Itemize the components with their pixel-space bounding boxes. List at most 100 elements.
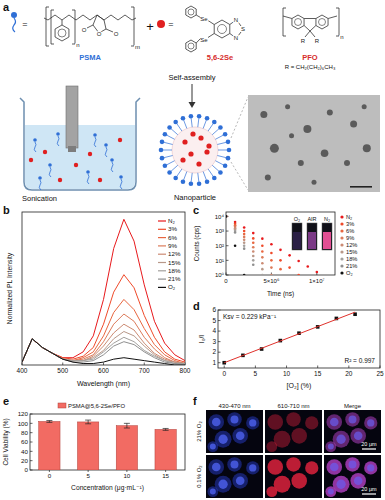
data-point [226,215,227,218]
legend-label: O₂ [346,270,353,276]
cell-blue [227,412,241,426]
shell-chain [171,129,178,135]
dye-dot [204,149,209,154]
data-point [226,215,227,218]
series-line [22,339,185,365]
cell-merge [325,441,336,452]
arrow-head [189,102,196,108]
shell-chain [203,172,206,180]
sonication-probe [66,86,78,148]
legend-swatch [340,229,343,232]
y-tick-label: 60 [21,438,28,445]
y-tick [218,310,221,311]
data-point [297,274,300,275]
series-line [22,314,185,364]
legend-swatch [158,237,166,238]
data-point [226,215,227,218]
legend-swatch [340,236,343,239]
x-tick-label: 700 [139,367,150,374]
shell-head [218,170,223,175]
atom-label: N [234,35,238,41]
process-label: Self-assembly [168,73,215,82]
shell-chain [208,124,213,131]
dye-dot [88,152,92,156]
plot-frame [22,212,185,365]
benzene-ring [55,25,69,41]
y-tick [218,341,221,342]
plot-area [226,215,318,275]
y-tick-label: 10⁰ [215,272,225,278]
tem-particle [270,144,279,153]
arrow-shaft [192,84,193,103]
data-point [270,243,273,246]
x-tick-label: 600 [98,367,109,374]
fluorene-ring [292,15,304,29]
error-bar [163,428,169,430]
atom-label: N [234,17,238,23]
y-tick-label: 5 [212,317,216,324]
dye-dot [180,157,185,162]
legend-label: 21% [346,263,357,269]
nucleus-blue [210,489,216,495]
shell-chain [164,156,173,158]
cell-merge [326,414,342,430]
micrograph [206,455,263,498]
shell-head [181,116,186,121]
x-tick [317,366,318,369]
polymer-chain [87,174,89,184]
dye-dot [29,158,33,162]
data-point [226,215,227,218]
y-axis-label: I₀/I [198,335,205,344]
shell-chain [215,135,223,139]
legend-label: 18% [168,267,181,274]
nucleus-blue [236,476,245,485]
aromatic-circle [58,29,66,37]
polymer-chain [120,179,122,189]
cell-merge [364,461,377,474]
column-header: 610-710 nm [277,403,309,409]
legend-swatch [340,271,343,274]
data-point [279,259,282,262]
x-tick-label: 15 [162,472,169,479]
y-tick [30,470,33,471]
data-point [270,252,273,255]
panel-label: b [3,204,10,216]
nucleus-merge [367,464,374,471]
shell-head [189,181,194,186]
shell-chain [198,173,199,182]
substituent-label: R = CH₂(CH₂)₆CH₃ [285,64,336,70]
plot-area [222,312,356,364]
series-line [22,219,185,362]
polymer-head [38,176,42,180]
atom-label: Se [200,37,208,43]
shell-head [163,164,168,169]
shell-head [212,120,217,125]
polymer-chain [34,142,36,152]
inset-label: O₂ [294,216,300,222]
polymer-chain [111,162,113,172]
y-tick-label: 3 [212,338,216,345]
data-point [316,271,319,274]
shell-chain [177,124,182,131]
y-tick-label: 10¹ [215,258,224,264]
x-axis-label: Wavelength (nm) [77,380,130,388]
dye-dot [206,143,211,148]
nucleus-blue [249,419,256,426]
error-bar [124,423,130,428]
x-tick [226,273,227,276]
plot-area [39,420,177,470]
cell-blue [232,473,248,489]
shell-head [205,116,210,121]
panel-label: f [193,395,197,407]
cell-blue [207,486,218,497]
cell-merge [364,416,377,429]
x-tick-label: 5 [86,472,90,479]
shell-chain [217,142,226,144]
x-tick [286,366,287,369]
y-tick [30,423,33,424]
legend-swatch [340,215,343,218]
data-point [252,232,255,235]
polymer-chain [94,137,96,147]
shell-head [205,179,210,184]
x-tick [144,363,145,366]
